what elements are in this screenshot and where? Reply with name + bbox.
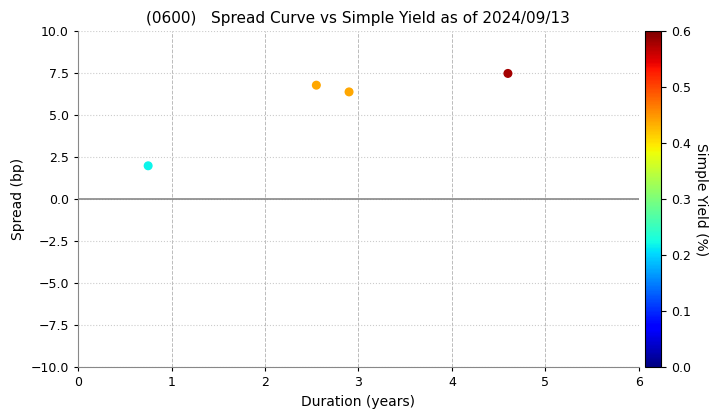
Point <box>502 70 513 77</box>
Y-axis label: Spread (bp): Spread (bp) <box>11 158 25 240</box>
Point <box>143 163 154 169</box>
Y-axis label: Simple Yield (%): Simple Yield (%) <box>694 143 708 256</box>
Title: (0600)   Spread Curve vs Simple Yield as of 2024/09/13: (0600) Spread Curve vs Simple Yield as o… <box>146 11 570 26</box>
X-axis label: Duration (years): Duration (years) <box>302 395 415 409</box>
Point <box>343 89 355 95</box>
Point <box>310 82 322 89</box>
